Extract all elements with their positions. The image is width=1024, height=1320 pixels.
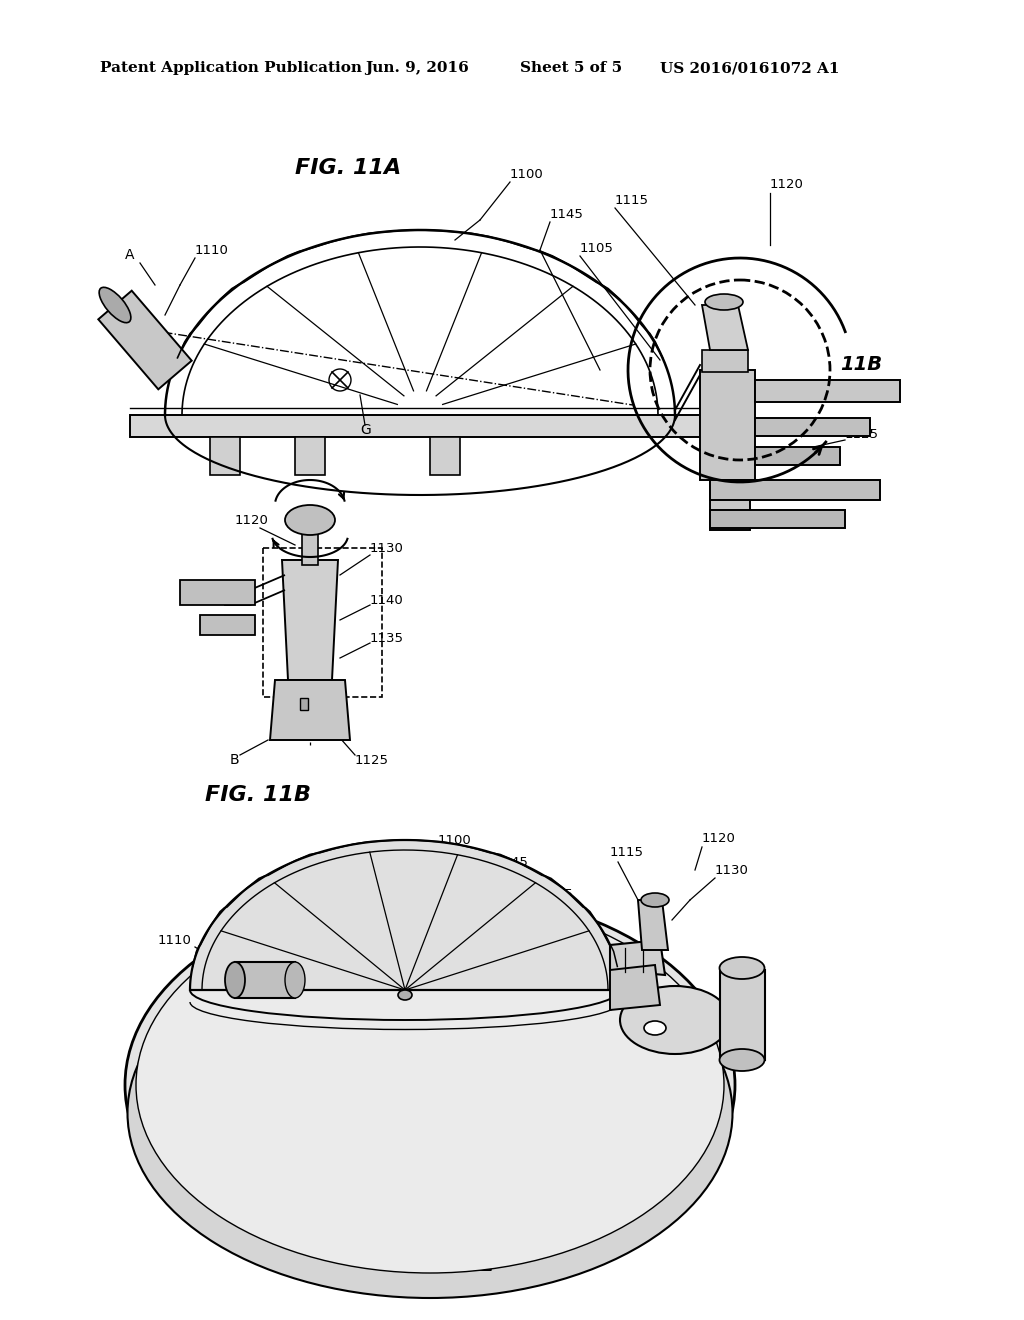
Ellipse shape <box>641 894 669 907</box>
FancyBboxPatch shape <box>702 350 748 372</box>
FancyBboxPatch shape <box>710 480 750 531</box>
Polygon shape <box>702 305 748 350</box>
Ellipse shape <box>720 1049 765 1071</box>
FancyBboxPatch shape <box>200 615 255 635</box>
Text: 1135: 1135 <box>370 631 404 644</box>
Text: B: B <box>230 752 240 767</box>
Text: 1140: 1140 <box>370 594 403 606</box>
FancyBboxPatch shape <box>430 437 460 475</box>
FancyBboxPatch shape <box>302 531 318 565</box>
Ellipse shape <box>128 928 732 1298</box>
FancyBboxPatch shape <box>755 447 840 465</box>
FancyBboxPatch shape <box>755 380 900 403</box>
Ellipse shape <box>285 962 305 998</box>
Text: FIG. 11B: FIG. 11B <box>205 785 311 805</box>
Polygon shape <box>270 680 350 741</box>
FancyBboxPatch shape <box>710 480 880 500</box>
FancyBboxPatch shape <box>720 970 765 1060</box>
Polygon shape <box>610 940 665 975</box>
FancyBboxPatch shape <box>300 698 308 710</box>
Ellipse shape <box>285 506 335 535</box>
Text: 1105: 1105 <box>540 888 573 902</box>
Polygon shape <box>282 560 338 680</box>
FancyBboxPatch shape <box>295 437 325 475</box>
FancyBboxPatch shape <box>234 962 295 998</box>
Text: Sheet 5 of 5: Sheet 5 of 5 <box>520 61 623 75</box>
Polygon shape <box>98 290 191 389</box>
Polygon shape <box>638 900 668 950</box>
Ellipse shape <box>720 957 765 979</box>
Ellipse shape <box>398 990 412 1001</box>
Text: 1100: 1100 <box>510 169 544 181</box>
Ellipse shape <box>644 1020 666 1035</box>
Ellipse shape <box>99 288 131 322</box>
Ellipse shape <box>620 986 730 1053</box>
Text: 1115: 1115 <box>610 846 644 859</box>
Text: 1120: 1120 <box>702 832 736 845</box>
FancyBboxPatch shape <box>210 437 240 475</box>
Text: 1115: 1115 <box>615 194 649 206</box>
FancyBboxPatch shape <box>700 370 755 480</box>
Text: 1105: 1105 <box>580 242 613 255</box>
Text: 1130: 1130 <box>715 863 749 876</box>
FancyBboxPatch shape <box>180 579 255 605</box>
Text: A: A <box>125 248 134 261</box>
Polygon shape <box>190 840 620 990</box>
Text: 11B: 11B <box>840 355 882 375</box>
FancyBboxPatch shape <box>130 414 700 437</box>
Ellipse shape <box>705 294 743 310</box>
Text: 1110: 1110 <box>158 933 191 946</box>
Ellipse shape <box>136 898 724 1272</box>
Text: Jun. 9, 2016: Jun. 9, 2016 <box>365 61 469 75</box>
Text: 1145: 1145 <box>550 209 584 222</box>
FancyBboxPatch shape <box>755 418 870 436</box>
Ellipse shape <box>125 890 735 1280</box>
Text: 1100: 1100 <box>438 833 472 846</box>
Polygon shape <box>610 965 660 1010</box>
Text: 1125: 1125 <box>845 429 879 441</box>
Text: Patent Application Publication: Patent Application Publication <box>100 61 362 75</box>
Text: 1130: 1130 <box>370 541 403 554</box>
Text: US 2016/0161072 A1: US 2016/0161072 A1 <box>660 61 840 75</box>
Text: 1125: 1125 <box>355 754 389 767</box>
Text: 1120: 1120 <box>770 178 804 191</box>
Text: FIG. 11A: FIG. 11A <box>295 158 401 178</box>
Text: 1110: 1110 <box>195 243 229 256</box>
Text: 1145: 1145 <box>495 855 528 869</box>
Text: G: G <box>360 422 371 437</box>
Text: FIG. 12: FIG. 12 <box>406 1255 495 1275</box>
FancyBboxPatch shape <box>710 510 845 528</box>
Ellipse shape <box>225 962 245 998</box>
Text: 1120: 1120 <box>234 513 269 527</box>
